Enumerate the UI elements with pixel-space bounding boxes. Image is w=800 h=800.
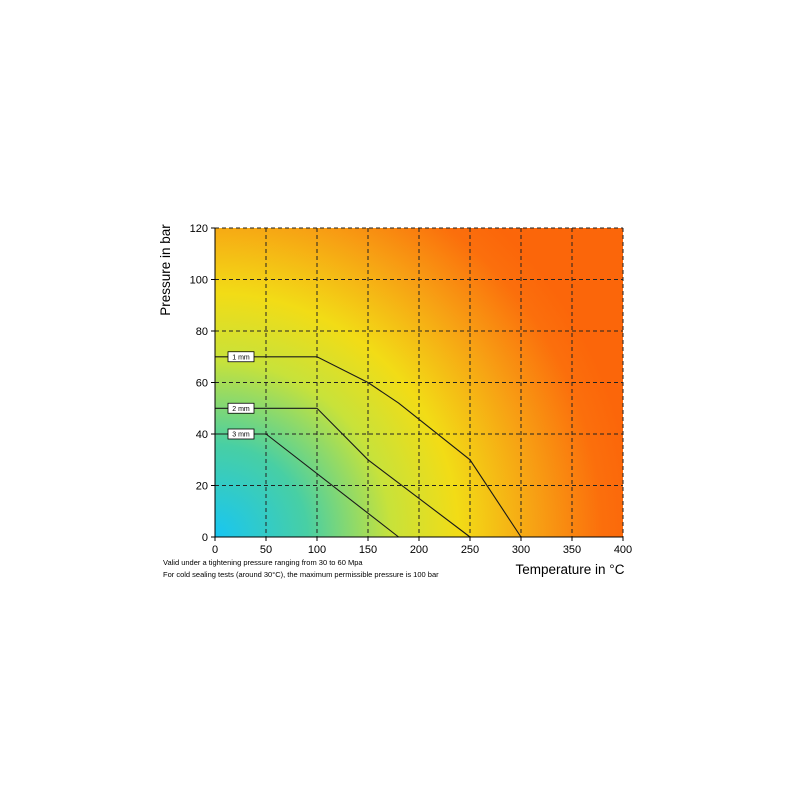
axes: 0 50 100 150 200 250 300 350 400 0 20 40 60 80 100 120 (190, 223, 633, 556)
series-tag-label: 2 mm (232, 406, 250, 413)
x-tick-label: 350 (563, 544, 581, 556)
y-tick-label: 20 (196, 481, 208, 493)
series-line-1 (215, 356, 522, 538)
x-tick-label: 50 (260, 544, 272, 556)
x-tick-label: 400 (614, 544, 632, 556)
x-tick-label: 150 (359, 544, 377, 556)
x-axis-title: Temperature in °C (516, 562, 625, 577)
y-tick-label: 0 (202, 532, 208, 544)
y-tick-label: 40 (196, 429, 208, 441)
footnote-cold-sealing: For cold sealing tests (around 30°C), th… (163, 570, 439, 579)
x-tick-label: 200 (410, 544, 428, 556)
x-tick-label: 300 (512, 544, 530, 556)
y-tick-label: 80 (196, 326, 208, 338)
grid (215, 227, 624, 537)
series-tag-label: 3 mm (232, 432, 250, 439)
series-tag-1: 1 mm (227, 351, 255, 363)
y-tick-label: 100 (190, 275, 208, 287)
series-tag-box (227, 428, 255, 440)
series-tag-box (227, 351, 255, 363)
series-line-2 (215, 407, 471, 538)
footnote-tightening: Valid under a tightening pressure rangin… (163, 558, 363, 567)
x-tick-label: 250 (461, 544, 479, 556)
x-tick-label: 0 (212, 544, 218, 556)
series-tag-label: 1 mm (232, 354, 250, 361)
x-tick-label: 100 (308, 544, 326, 556)
y-tick-label: 60 (196, 378, 208, 390)
y-axis-title: Pressure in bar (158, 224, 173, 316)
series-tag-3: 3 mm (227, 428, 255, 440)
series-tag-2: 2 mm (227, 402, 255, 414)
series-tag-box (227, 402, 255, 414)
y-tick-label: 120 (190, 223, 208, 235)
series-tags: 1 mm 2 mm 3 mm (227, 351, 255, 440)
